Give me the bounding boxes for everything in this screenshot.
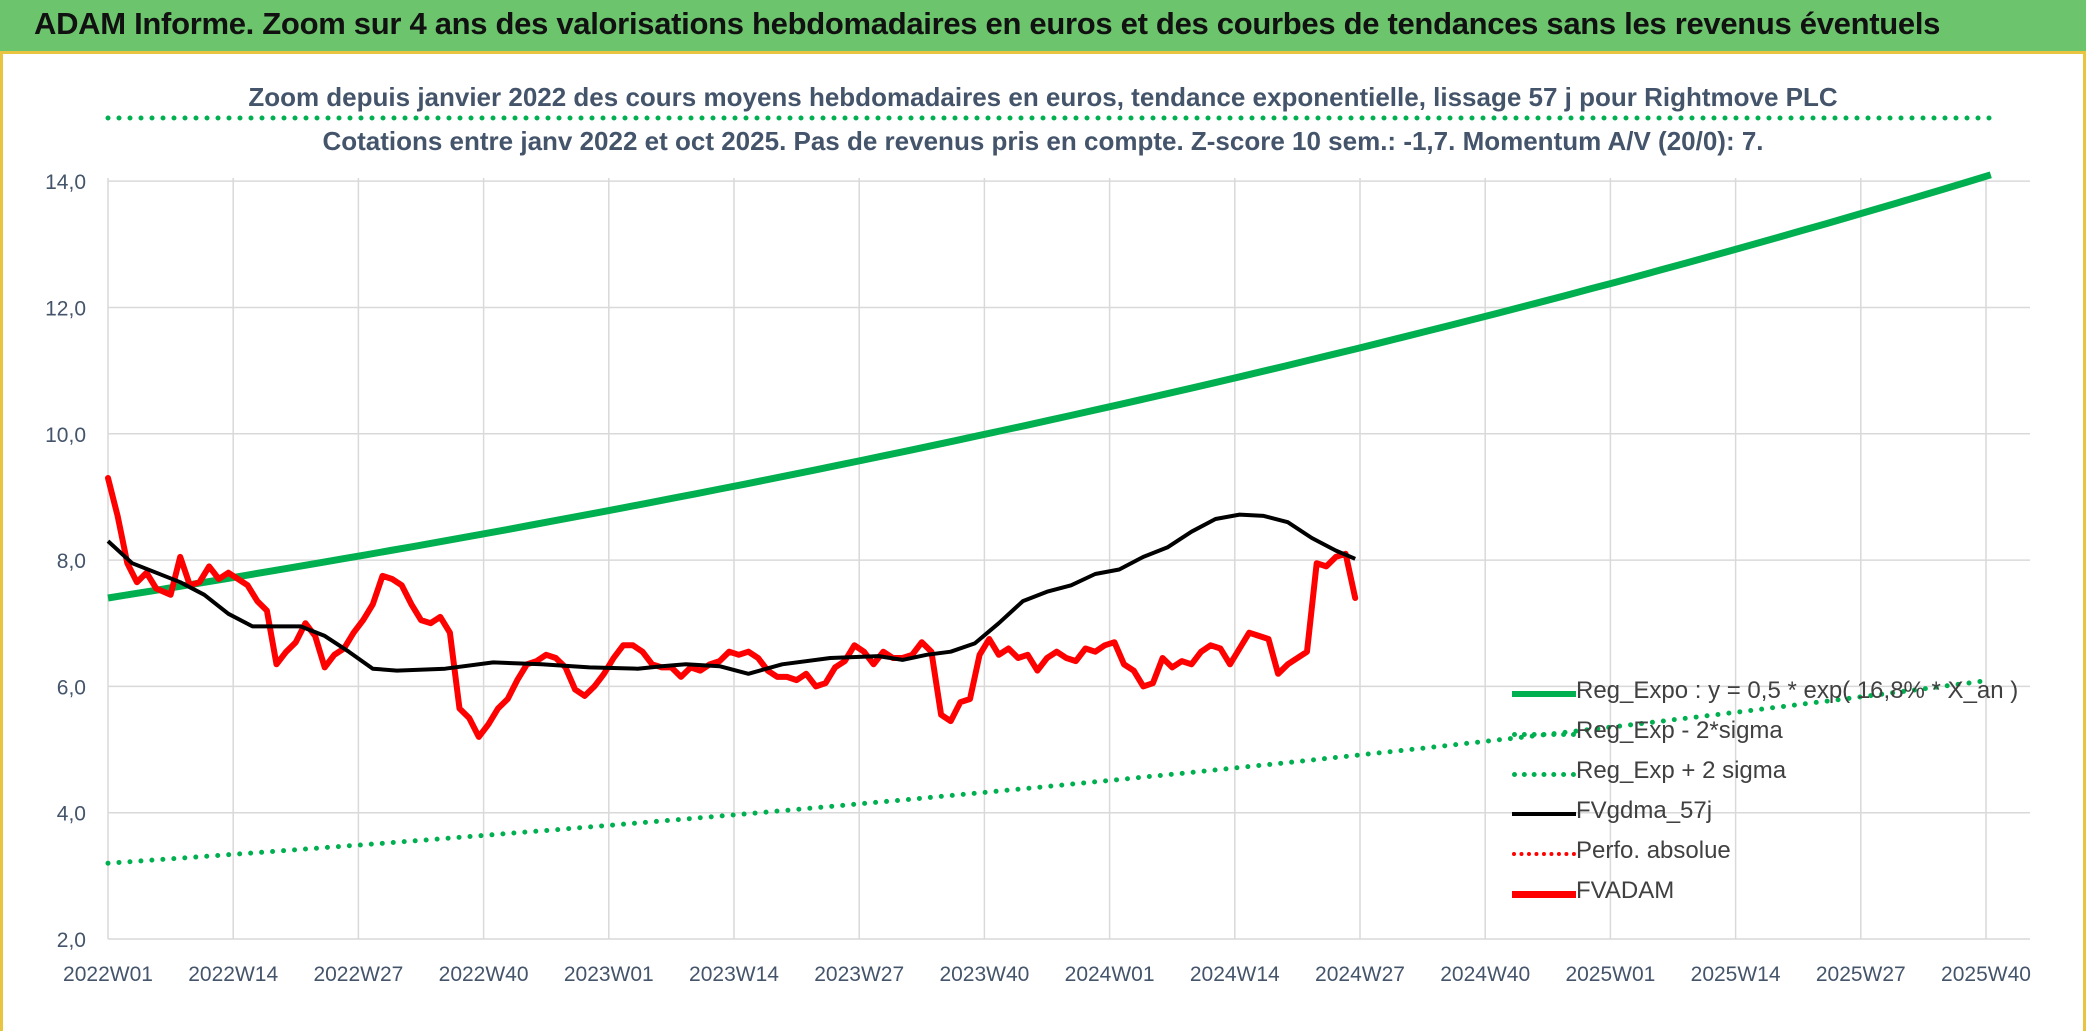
y-tick-label: 6,0	[57, 676, 86, 699]
legend-label: FVADAM	[1576, 877, 1675, 904]
legend-label: FVgdma_57j	[1576, 797, 1713, 824]
y-tick-label: 2,0	[57, 929, 86, 952]
legend-label: Reg_Expo : y = 0,5 * exp( 16,8% * X_an )	[1576, 677, 2019, 704]
y-tick-label: 10,0	[45, 424, 86, 447]
x-tick-label: 2024W27	[1315, 963, 1405, 986]
legend-label: Reg_Exp - 2*sigma	[1576, 717, 1783, 744]
legend-swatch-dotted-green	[1512, 772, 1576, 777]
y-tick-label: 4,0	[57, 803, 86, 826]
x-tick-label: 2022W14	[188, 963, 278, 986]
x-tick-label: 2023W01	[564, 963, 654, 986]
fvadam-line	[105, 475, 1359, 740]
chart-container	[0, 54, 2086, 1031]
y-tick-label: 14,0	[45, 171, 86, 194]
legend-swatch-solid-black	[1512, 812, 1576, 816]
title-bar: ADAM Informe. Zoom sur 4 ans des valoris…	[0, 0, 2086, 54]
legend-swatch-dotted-red	[1512, 852, 1576, 856]
fvgdma-57j-line	[106, 512, 1356, 676]
page-title: ADAM Informe. Zoom sur 4 ans des valoris…	[34, 6, 1941, 41]
legend-label: Perfo. absolue	[1576, 837, 1731, 864]
y-tick-label: 8,0	[57, 550, 86, 573]
reg-expo-line	[107, 171, 1992, 602]
legend-label: Reg_Exp + 2 sigma	[1576, 757, 1787, 784]
x-tick-label: 2022W40	[439, 963, 529, 986]
legend-swatch-dotted-green	[1512, 732, 1576, 737]
chart-subtitle: Cotations entre janv 2022 et oct 2025. P…	[322, 126, 1764, 156]
x-tick-label: 2025W14	[1691, 963, 1781, 986]
chart-title: Zoom depuis janvier 2022 des cours moyen…	[248, 82, 1838, 112]
x-tick-label: 2023W14	[689, 963, 779, 986]
legend-swatch-solid-green	[1512, 691, 1576, 697]
reg-exp-minus-2sigma-line	[105, 677, 1994, 866]
x-tick-label: 2024W01	[1065, 963, 1155, 986]
x-tick-label: 2025W40	[1941, 963, 2031, 986]
legend-swatch-solid-red	[1512, 891, 1576, 898]
x-tick-label: 2025W01	[1565, 963, 1655, 986]
x-tick-label: 2022W27	[313, 963, 403, 986]
x-tick-label: 2024W14	[1190, 963, 1280, 986]
x-tick-label: 2022W01	[63, 963, 153, 986]
x-tick-label: 2023W27	[814, 963, 904, 986]
x-tick-label: 2023W40	[939, 963, 1029, 986]
x-tick-label: 2025W27	[1816, 963, 1906, 986]
y-tick-label: 12,0	[45, 297, 86, 320]
x-tick-label: 2024W40	[1440, 963, 1530, 986]
